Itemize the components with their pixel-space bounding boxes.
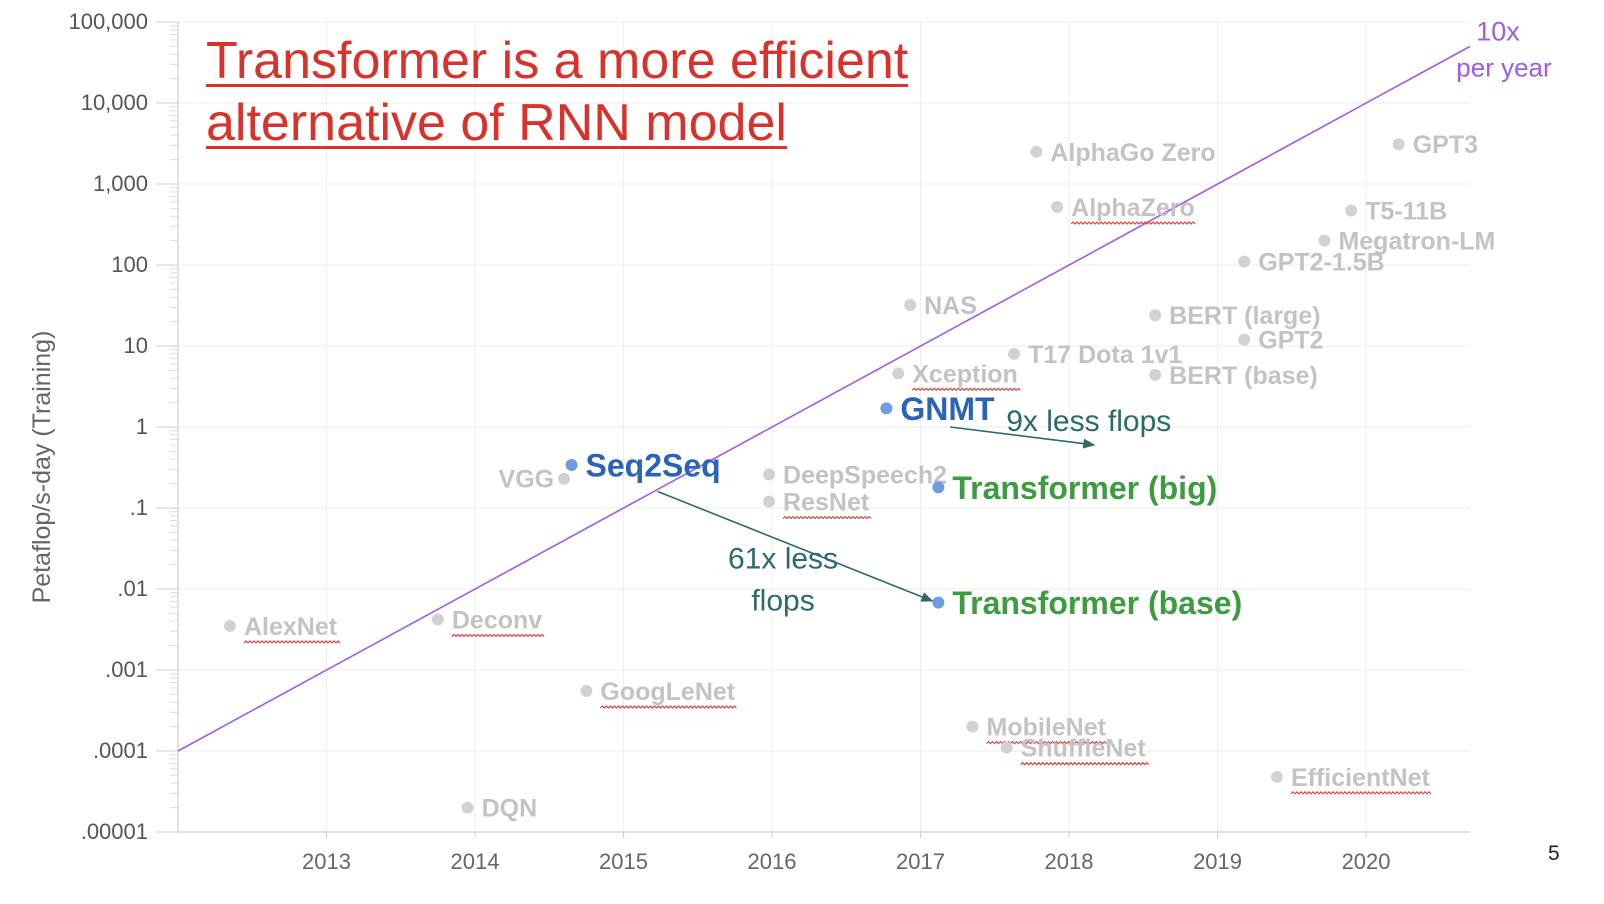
y-axis-label: Petaflop/s-day (Training) xyxy=(28,331,56,604)
y-tick-label-3: 100 xyxy=(111,252,148,277)
y-tick-label-8: .001 xyxy=(105,657,148,682)
trend-label-line-2: per year xyxy=(1456,52,1552,82)
annotation-text-2-line-1: 61x less xyxy=(728,542,838,575)
point-label-bert-base: BERT (base) xyxy=(1169,362,1318,390)
page-number: 5 xyxy=(1548,842,1560,865)
y-tick-label-1: 10,000 xyxy=(81,90,148,115)
point-label-alphago-zero: AlphaGo Zero xyxy=(1050,139,1215,167)
point-label-efficientnet: EfficientNet xyxy=(1291,764,1431,792)
spellcheck-underline-deconv xyxy=(451,633,545,638)
point-label-shufflenet: ShuffleNet xyxy=(1021,735,1147,763)
x-tick-label-2015: 2015 xyxy=(599,849,648,874)
point-label-transformer-big: Transformer (big) xyxy=(952,470,1217,506)
point-t17-dota-1v1 xyxy=(1008,347,1021,360)
spellcheck-underline-alphazero xyxy=(1070,221,1196,225)
x-tick-label-2013: 2013 xyxy=(302,849,351,874)
point-label-alphazero: AlphaZero xyxy=(1071,194,1195,222)
point-label-deconv: Deconv xyxy=(452,607,542,635)
point-alphago-zero xyxy=(1030,145,1043,158)
spellcheck-underline-xception xyxy=(911,387,1021,392)
point-label-gpt2: GPT2 xyxy=(1258,327,1323,355)
point-transformer-big xyxy=(932,481,945,494)
point-xception xyxy=(892,367,905,380)
annotation-text-2-line-2: flops xyxy=(751,584,814,617)
annotation-arrow-1 xyxy=(950,426,1096,449)
point-label-gnmt: GNMT xyxy=(900,391,995,427)
x-tick-label-2018: 2018 xyxy=(1045,849,1094,874)
point-efficientnet xyxy=(1270,770,1283,783)
y-tick-label-0: 100,000 xyxy=(68,9,148,34)
axes: 2013 2014 2015 2016 2017 2018 2019 2020 100,000 1… xyxy=(28,9,1470,874)
point-t5-11b xyxy=(1345,204,1358,217)
spellcheck-underline-shufflenet xyxy=(1020,761,1150,766)
point-bert-base xyxy=(1149,368,1162,381)
point-label-bert-large: BERT (large) xyxy=(1169,302,1320,330)
x-tick-label-2020: 2020 xyxy=(1342,849,1391,874)
annotation-arrow-2 xyxy=(657,490,934,602)
point-label-mobilenet: MobileNet xyxy=(987,714,1107,742)
point-gnmt xyxy=(880,402,893,415)
spellcheck-underline-alexnet xyxy=(243,640,341,644)
y-tick-label-9: .0001 xyxy=(93,738,148,763)
point-bert-large xyxy=(1149,309,1162,322)
point-label-t17-dota-1v1: T17 Dota 1v1 xyxy=(1028,341,1182,369)
x-tick-label-2019: 2019 xyxy=(1193,849,1242,874)
point-nas xyxy=(904,299,917,312)
x-tick-label-2014: 2014 xyxy=(451,849,500,874)
point-label-alexnet: AlexNet xyxy=(244,613,338,641)
point-shufflenet xyxy=(1000,741,1013,754)
point-label-dqn: DQN xyxy=(482,795,538,823)
point-googlenet xyxy=(580,685,593,698)
x-tick-label-2016: 2016 xyxy=(748,849,797,874)
annotation-text-1-line-1: 9x less flops xyxy=(1006,405,1171,438)
point-mobilenet xyxy=(966,720,979,733)
point-alexnet xyxy=(223,619,236,632)
y-tick-label-2: 1,000 xyxy=(93,171,148,196)
point-label-seq2seq: Seq2Seq xyxy=(586,447,721,483)
point-label-googlenet: GoogLeNet xyxy=(600,678,735,706)
spellcheck-underline-efficientnet xyxy=(1290,790,1432,795)
trend-line-group: 10x per year xyxy=(177,16,1552,752)
point-label-t5-11b: T5-11B xyxy=(1365,198,1447,226)
y-tick-label-7: .01 xyxy=(117,576,148,601)
annotations: 9x less flops 61x less flops xyxy=(657,405,1171,617)
grid xyxy=(178,21,1470,833)
point-transformer-base xyxy=(932,596,945,609)
point-resnet xyxy=(763,495,776,508)
spellcheck-underline-resnet xyxy=(782,515,872,520)
point-label-gpt3: GPT3 xyxy=(1413,131,1478,159)
point-label-transformer-base: Transformer (base) xyxy=(952,585,1242,621)
y-tick-label-10: .00001 xyxy=(81,819,148,844)
point-label-deepspeech2: DeepSpeech2 xyxy=(783,461,947,489)
point-gpt2-1-5b xyxy=(1238,255,1251,268)
y-tick-label-5: 1 xyxy=(136,414,148,439)
point-label-nas: NAS xyxy=(924,292,977,320)
point-deconv xyxy=(431,613,444,626)
y-tick-label-6: .1 xyxy=(130,495,148,520)
point-megatron-lm xyxy=(1318,234,1331,247)
data-points: AlexNet Deconv DQN VGG Seq2Seq GoogLeNet DeepS… xyxy=(223,131,1495,823)
trend-label-line-1: 10x xyxy=(1476,16,1520,46)
point-dqn xyxy=(461,801,474,814)
headline-line-2: alternative of RNN model xyxy=(206,94,787,152)
spellcheck-underline-googlenet xyxy=(599,705,737,709)
headline-line-1: Transformer is a more efficient xyxy=(206,32,909,90)
point-label-xception: Xception xyxy=(912,360,1018,388)
point-gpt2 xyxy=(1238,333,1251,346)
point-seq2seq xyxy=(565,458,578,471)
point-gpt3 xyxy=(1392,138,1405,151)
point-label-gpt2-1-5b: GPT2-1.5B xyxy=(1258,249,1384,277)
point-label-resnet: ResNet xyxy=(783,489,870,517)
slide-headline: Transformer is a more efficient alternat… xyxy=(206,30,908,154)
point-alphazero xyxy=(1051,201,1064,214)
x-tick-label-2017: 2017 xyxy=(896,849,945,874)
trend-line xyxy=(177,45,1471,752)
point-label-vgg: VGG xyxy=(499,466,555,494)
y-tick-label-4: 10 xyxy=(124,333,148,358)
point-vgg xyxy=(558,472,571,485)
point-deepspeech2 xyxy=(763,468,776,481)
point-label-megatron-lm: Megatron-LM xyxy=(1338,228,1495,256)
